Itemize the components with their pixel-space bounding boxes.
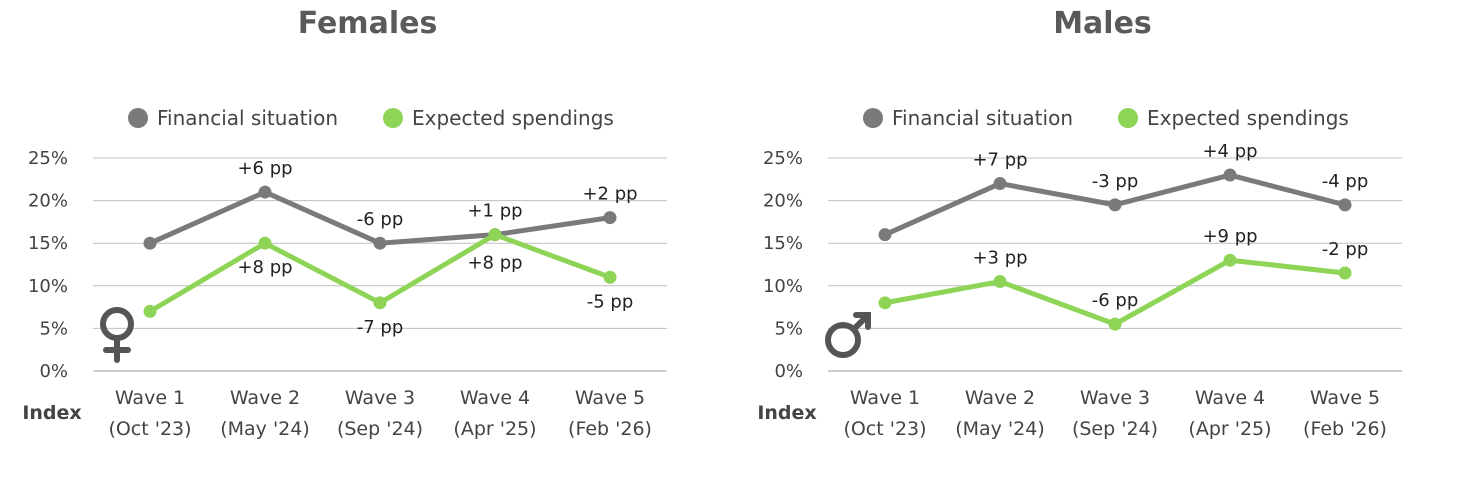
data-point (993, 275, 1007, 289)
data-label: +3 pp (972, 248, 1027, 269)
x-tick-label: (Apr '25) (1188, 418, 1271, 440)
data-point (993, 177, 1007, 191)
data-label: +8 pp (237, 257, 292, 278)
y-tick-label: 20% (28, 191, 68, 212)
data-point (878, 296, 892, 310)
x-tick-label: Wave 3 (345, 387, 415, 409)
y-tick-label: 5% (39, 318, 68, 339)
data-point (373, 296, 387, 310)
males-chart: 0% 5% 10% 15% 20% 25% Wave 1 (Oct '23) Wave 2 (Ma… (757, 106, 1402, 440)
x-tick-label: (Apr '25) (453, 418, 536, 440)
data-label: -3 pp (1092, 171, 1139, 192)
x-tick-label: Wave 1 (115, 387, 185, 409)
legend-label: Financial situation (892, 106, 1073, 130)
chart-title: Males (1053, 6, 1152, 41)
data-point (143, 236, 157, 250)
x-tick-label: (May '24) (955, 418, 1045, 440)
data-label: +6 pp (237, 158, 292, 179)
data-point (143, 304, 157, 318)
data-point (603, 270, 617, 284)
legend-marker (1118, 108, 1138, 128)
x-tick-label: Wave 2 (965, 387, 1035, 409)
x-tick-label: Wave 2 (230, 387, 300, 409)
female-symbol-icon (100, 307, 134, 363)
y-tick-label: 15% (28, 233, 68, 254)
data-label: -4 pp (1322, 171, 1369, 192)
x-tick-label: (Feb '26) (1303, 418, 1387, 440)
data-point (878, 228, 892, 242)
data-point (258, 236, 272, 250)
x-axis-title: Index (22, 402, 81, 424)
data-point (373, 236, 387, 250)
data-point (258, 185, 272, 199)
x-tick-label: Wave 4 (1195, 387, 1265, 409)
data-label: +7 pp (972, 150, 1027, 171)
y-tick-label: 5% (774, 318, 803, 339)
data-label: +1 pp (467, 201, 522, 222)
females-panel: Females 0% 5% 10% 15% 20% 25% Wave 1 (Oct '23) W… (22, 6, 667, 440)
legend-label: Expected spendings (412, 106, 614, 130)
data-point (1223, 168, 1237, 182)
x-tick-label: Wave 4 (460, 387, 530, 409)
data-point (1338, 266, 1352, 280)
legend-label: Financial situation (157, 106, 338, 130)
y-tick-label: 10% (28, 276, 68, 297)
legend-marker (383, 108, 403, 128)
x-axis-title: Index (757, 402, 816, 424)
y-tick-label: 15% (763, 233, 803, 254)
x-tick-label: Wave 3 (1080, 387, 1150, 409)
y-tick-label: 25% (28, 148, 68, 169)
data-label: +9 pp (1202, 226, 1257, 247)
male-symbol-icon (825, 312, 871, 358)
x-tick-label: (Sep '24) (1072, 418, 1158, 440)
females-chart: 0% 5% 10% 15% 20% 25% Wave 1 (Oct '23) Wave 2 (Ma… (22, 106, 667, 440)
y-tick-label: 0% (39, 361, 68, 382)
x-tick-label: Wave 5 (1310, 387, 1380, 409)
x-tick-label: (Oct '23) (843, 418, 926, 440)
x-tick-label: (Oct '23) (108, 418, 191, 440)
data-label: -5 pp (587, 291, 634, 312)
data-label: -6 pp (357, 209, 404, 230)
x-tick-label: (Feb '26) (568, 418, 652, 440)
data-point (1223, 253, 1237, 267)
data-point (1108, 198, 1122, 212)
legend-marker (863, 108, 883, 128)
data-label: +4 pp (1202, 141, 1257, 162)
legend-marker (128, 108, 148, 128)
data-label: -6 pp (1092, 290, 1139, 311)
data-label: +8 pp (467, 253, 522, 274)
data-label: +2 pp (582, 184, 637, 205)
legend-label: Expected spendings (1147, 106, 1349, 130)
y-tick-label: 25% (763, 148, 803, 169)
males-panel: Males 0% 5% 10% 15% 20% 25% Wave 1 (Oct '23) Wav… (735, 0, 1470, 500)
data-label: -7 pp (357, 317, 404, 338)
data-point (488, 228, 502, 242)
chart-title: Females (297, 6, 438, 41)
data-label: -2 pp (1322, 239, 1369, 260)
data-point (603, 211, 617, 225)
x-tick-label: Wave 5 (575, 387, 645, 409)
x-tick-label: Wave 1 (850, 387, 920, 409)
y-tick-label: 0% (774, 361, 803, 382)
data-point (1338, 198, 1352, 212)
x-tick-label: (May '24) (220, 418, 310, 440)
y-tick-label: 20% (763, 191, 803, 212)
x-tick-label: (Sep '24) (337, 418, 423, 440)
y-tick-label: 10% (763, 276, 803, 297)
data-point (1108, 317, 1122, 331)
